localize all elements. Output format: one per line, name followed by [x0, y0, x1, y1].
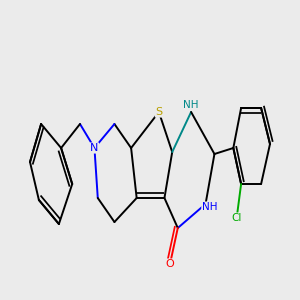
Text: N: N	[90, 143, 99, 153]
Text: S: S	[155, 107, 163, 117]
Text: NH: NH	[202, 202, 217, 212]
Text: NH: NH	[183, 100, 199, 110]
Text: O: O	[166, 259, 174, 269]
Text: Cl: Cl	[232, 213, 242, 223]
